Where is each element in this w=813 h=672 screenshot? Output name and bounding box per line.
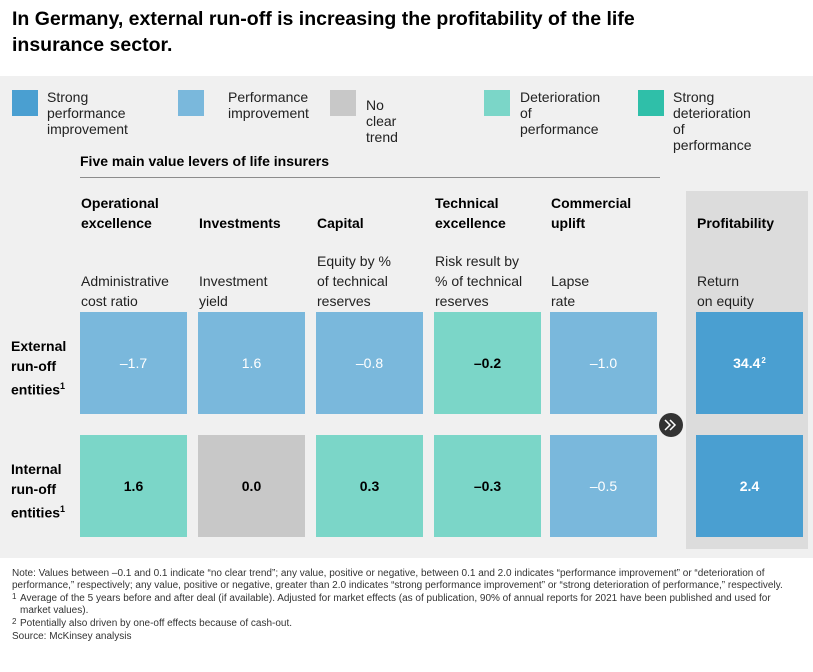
value-label: 34.4 — [733, 355, 761, 371]
footnote-1-text: Average of the 5 years before and after … — [20, 593, 771, 616]
column-metric: Equity by % of technical reserves — [317, 253, 391, 309]
value-cell: –0.2 — [434, 312, 541, 414]
value-label: 0.0 — [241, 478, 262, 494]
value-label: –0.3 — [473, 478, 502, 494]
legend-swatch — [484, 90, 510, 116]
column-metric: Risk result by % of technical reserves — [435, 253, 523, 309]
column-metric: Investment yield — [199, 273, 268, 309]
legend-swatch — [638, 90, 664, 116]
value-label: –1.7 — [119, 355, 148, 371]
value-cell: 0.3 — [316, 435, 423, 537]
column-heading: Operational excellence — [81, 195, 159, 231]
footnote-1-mark: 1 — [12, 592, 17, 601]
value-label: 1.6 — [241, 355, 262, 371]
footnote-2: 2 Potentially also driven by one-off eff… — [12, 617, 802, 630]
legend-swatch — [178, 90, 204, 116]
column-heading: Technical excellence — [435, 195, 506, 231]
column-metric: Lapse rate — [551, 273, 590, 309]
value-label: –0.2 — [473, 355, 502, 371]
legend-swatch — [12, 90, 38, 116]
legend-swatch — [330, 90, 356, 116]
value-cell: 1.6 — [198, 312, 305, 414]
value-label: 0.3 — [359, 478, 380, 494]
value-cell: –0.5 — [550, 435, 657, 537]
row-label: Internal run-off entities1 — [11, 461, 66, 521]
footnote-2-text: Potentially also driven by one-off effec… — [20, 618, 293, 629]
row-label: External run-off entities1 — [11, 338, 67, 398]
legend-label: No clear trend — [366, 97, 398, 145]
value-label: 1.6 — [123, 478, 144, 494]
legend-label: Deterioration of performance — [520, 89, 601, 137]
value-cell: –1.7 — [80, 312, 187, 414]
value-cell: 1.6 — [80, 435, 187, 537]
legend-label: Performance improvement — [228, 89, 309, 121]
column-metric: Return on equity — [697, 273, 754, 309]
column-heading: Profitability — [697, 215, 775, 231]
notes: Note: Values between –0.1 and 0.1 indica… — [12, 568, 802, 644]
legend-label: Strong deterioration of performance — [673, 89, 752, 153]
source-text: Source: McKinsey analysis — [12, 631, 132, 642]
value-label: –1.0 — [589, 355, 618, 371]
column-metric: Administrative cost ratio — [81, 273, 169, 309]
value-label: –0.8 — [355, 355, 384, 371]
levers-divider — [80, 177, 660, 178]
note-text: Note: Values between –0.1 and 0.1 indica… — [12, 568, 783, 591]
value-cell: –1.0 — [550, 312, 657, 414]
double-chevron-right-icon — [659, 413, 683, 437]
value-cell: –0.3 — [434, 435, 541, 537]
column-heading: Investments — [199, 215, 281, 231]
legend-label: Strong performance improvement — [47, 89, 128, 137]
value-cell: –0.8 — [316, 312, 423, 414]
column-heading: Commercial uplift — [551, 195, 632, 231]
value-cell: 0.0 — [198, 435, 305, 537]
column-heading: Capital — [317, 215, 364, 231]
footnote-2-mark: 2 — [12, 617, 17, 626]
value-cell: 34.4 2 — [696, 312, 803, 414]
value-label: 2.4 — [739, 478, 760, 494]
footnote-1: 1 Average of the 5 years before and afte… — [12, 592, 802, 617]
value-cell: 2.4 — [696, 435, 803, 537]
value-label: –0.5 — [589, 478, 618, 494]
levers-title: Five main value levers of life insurers — [80, 153, 329, 169]
chart-title: In Germany, external run-off is increasi… — [12, 8, 635, 56]
